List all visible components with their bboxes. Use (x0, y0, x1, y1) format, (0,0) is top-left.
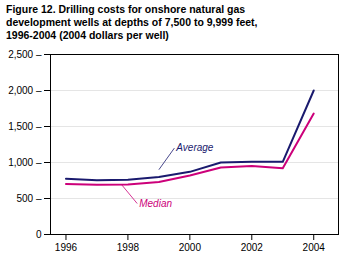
svg-text:Median: Median (139, 198, 172, 209)
svg-text:2002: 2002 (241, 242, 264, 253)
svg-text:Average: Average (175, 142, 214, 153)
svg-text:2,500 –: 2,500 – (8, 49, 42, 60)
svg-text:2000: 2000 (179, 242, 202, 253)
html-text:Figure 12. Drilling costs for: Figure 12. Drilling costs for onshore na… (6, 3, 258, 41)
svg-text:1,500 –: 1,500 – (8, 121, 42, 132)
svg-text:0: 0 (36, 229, 42, 240)
svg-text:2,000 –: 2,000 – (8, 85, 42, 96)
svg-text:500 –: 500 – (16, 193, 41, 204)
svg-text:2004: 2004 (303, 242, 326, 253)
svg-text:1,000 –: 1,000 – (8, 157, 42, 168)
svg-text:1998: 1998 (117, 242, 140, 253)
svg-text:1996: 1996 (55, 242, 78, 253)
